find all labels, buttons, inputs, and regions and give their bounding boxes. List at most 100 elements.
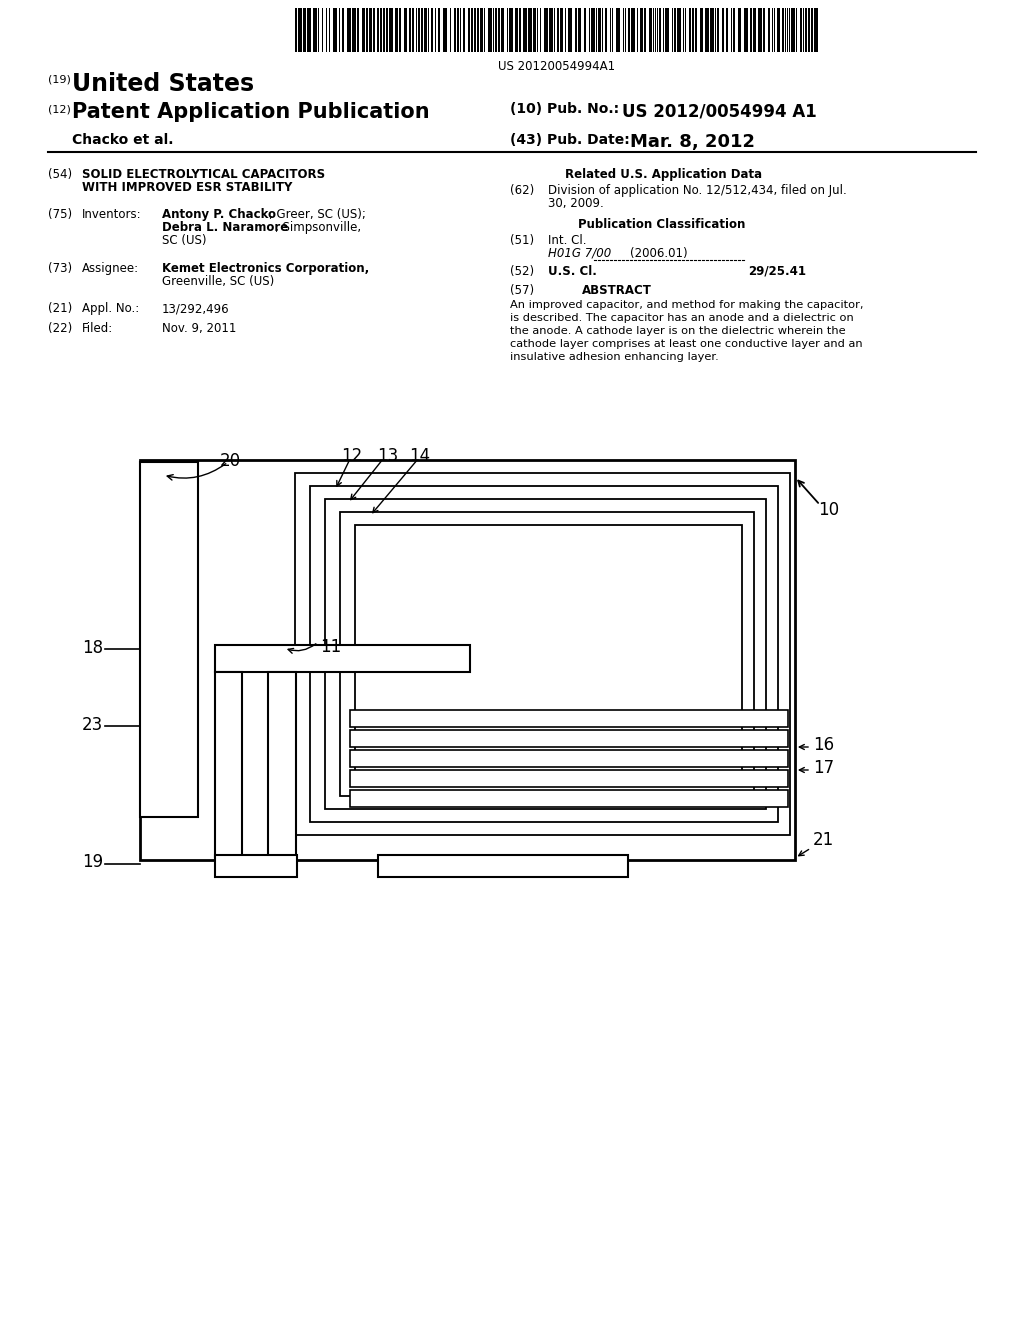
Text: 16: 16 [813, 737, 835, 754]
Bar [528, 8, 532, 51]
Bar [750, 8, 752, 51]
Text: (10) Pub. No.:: (10) Pub. No.: [510, 102, 620, 116]
Bar [753, 8, 756, 51]
Bar [474, 8, 476, 51]
Bar [380, 8, 382, 51]
Text: 12: 12 [341, 447, 362, 465]
Bar [557, 8, 559, 51]
Bar [366, 8, 368, 51]
Bar [140, 462, 198, 817]
Text: (51): (51) [510, 234, 535, 247]
Bar [568, 8, 572, 51]
Text: SC (US): SC (US) [162, 234, 207, 247]
Bar [763, 8, 765, 51]
Text: US 2012/0054994 A1: US 2012/0054994 A1 [622, 102, 817, 120]
Bar [355, 525, 742, 783]
Bar [399, 8, 401, 51]
Bar [333, 8, 337, 51]
Bar [700, 8, 703, 51]
Bar [498, 8, 500, 51]
Bar [519, 8, 521, 51]
Bar [310, 486, 778, 822]
Bar [677, 8, 681, 51]
Bar [307, 8, 311, 51]
Text: An improved capacitor, and method for making the capacitor,: An improved capacitor, and method for ma… [510, 300, 863, 310]
Bar [808, 8, 810, 51]
Text: Inventors:: Inventors: [82, 209, 141, 220]
Bar [616, 8, 620, 51]
Bar [523, 8, 527, 51]
Bar [369, 8, 372, 51]
Bar [325, 499, 766, 809]
Bar [386, 8, 388, 51]
Text: 11: 11 [319, 638, 341, 656]
Bar [140, 459, 795, 861]
Text: 30, 2009.: 30, 2009. [548, 197, 604, 210]
Text: 20: 20 [219, 451, 241, 470]
Bar [640, 8, 643, 51]
Bar [659, 8, 662, 51]
Bar [350, 730, 788, 747]
Bar [295, 473, 790, 836]
Bar [689, 8, 691, 51]
Bar [495, 8, 497, 51]
Bar [501, 8, 504, 51]
Bar [649, 8, 652, 51]
Text: 17: 17 [813, 759, 835, 777]
Bar [424, 8, 427, 51]
Bar [628, 8, 630, 51]
Bar [805, 8, 807, 51]
Bar [578, 8, 581, 51]
Bar [744, 8, 748, 51]
Text: (43) Pub. Date:: (43) Pub. Date: [510, 133, 630, 147]
Text: , Greer, SC (US);: , Greer, SC (US); [269, 209, 366, 220]
Text: 13/292,496: 13/292,496 [162, 302, 229, 315]
Bar [811, 8, 813, 51]
Text: (52): (52) [510, 265, 535, 279]
Text: Chacko et al.: Chacko et al. [72, 133, 173, 147]
Text: 14: 14 [410, 447, 430, 465]
Bar [782, 8, 784, 51]
Bar [738, 8, 741, 51]
Bar [575, 8, 577, 51]
Text: 23: 23 [82, 715, 103, 734]
Bar [509, 8, 513, 51]
Bar [733, 8, 735, 51]
Text: Int. Cl.: Int. Cl. [548, 234, 587, 247]
Text: cathode layer comprises at least one conductive layer and an: cathode layer comprises at least one con… [510, 339, 862, 348]
Bar [313, 8, 317, 51]
Text: (21): (21) [48, 302, 73, 315]
Bar [791, 8, 795, 51]
Bar [377, 8, 379, 51]
Bar [389, 8, 393, 51]
Bar [362, 8, 365, 51]
Bar [421, 8, 423, 51]
Text: Publication Classification: Publication Classification [578, 218, 745, 231]
Text: Greenville, SC (US): Greenville, SC (US) [162, 275, 274, 288]
Text: , Simpsonville,: , Simpsonville, [275, 220, 361, 234]
Text: insulative adhesion enhancing layer.: insulative adhesion enhancing layer. [510, 352, 719, 362]
Bar [350, 770, 788, 787]
Text: 10: 10 [818, 502, 839, 519]
Text: Filed:: Filed: [82, 322, 114, 335]
Bar [605, 8, 607, 51]
Bar [443, 8, 447, 51]
Bar [674, 8, 676, 51]
Text: 13: 13 [378, 447, 398, 465]
Bar [295, 8, 297, 51]
Bar [357, 8, 359, 51]
Text: SOLID ELECTROLYTICAL CAPACITORS: SOLID ELECTROLYTICAL CAPACITORS [82, 168, 326, 181]
Bar [215, 855, 297, 876]
Bar [644, 8, 646, 51]
Bar [665, 8, 669, 51]
Bar [412, 8, 414, 51]
Bar [431, 8, 433, 51]
Bar [515, 8, 518, 51]
Bar [340, 512, 754, 796]
Bar [215, 645, 470, 672]
Bar [268, 672, 296, 857]
Text: (62): (62) [510, 183, 535, 197]
Bar [409, 8, 411, 51]
Bar [631, 8, 635, 51]
Text: 19: 19 [82, 853, 103, 871]
